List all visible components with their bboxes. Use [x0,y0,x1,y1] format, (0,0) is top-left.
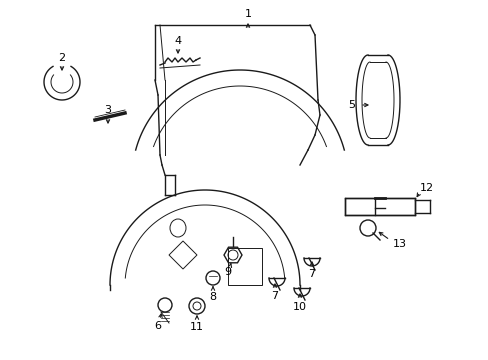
Text: 10: 10 [292,302,306,312]
Text: 3: 3 [104,105,111,115]
Text: 7: 7 [308,269,315,279]
Text: 2: 2 [59,53,65,63]
Text: 11: 11 [190,322,203,332]
Text: 5: 5 [348,100,355,110]
Text: 7: 7 [271,291,278,301]
Text: 4: 4 [174,36,181,46]
Text: 13: 13 [392,239,406,249]
Text: 12: 12 [419,183,433,193]
Text: 6: 6 [154,321,161,331]
Text: 8: 8 [209,292,216,302]
Text: 1: 1 [244,9,251,19]
Text: 9: 9 [224,267,231,277]
